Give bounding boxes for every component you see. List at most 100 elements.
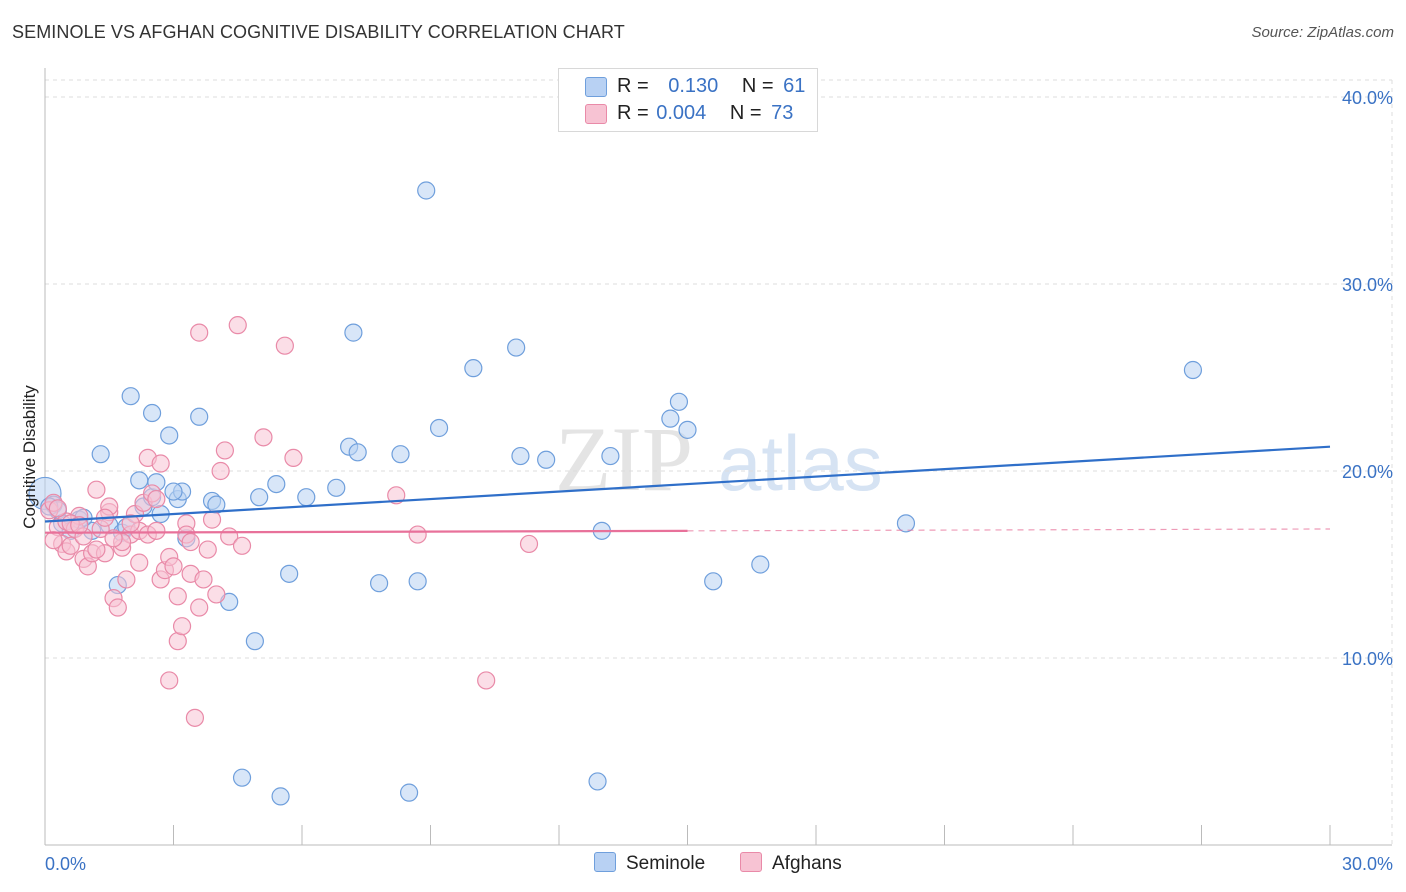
seminole-point (267, 474, 286, 494)
afghans-trend-line-extension (687, 528, 1331, 532)
seminole-n-label: N = (741, 75, 774, 97)
afghans-point (215, 441, 234, 460)
correlation-legend: R = 0.130 N = 61 R = 0.004 N = 73 (558, 68, 818, 132)
afghans-point (408, 525, 427, 544)
x-tick-label: 30.0% (1342, 854, 1393, 874)
seminole-point (588, 772, 607, 791)
trend-lines (44, 445, 1331, 534)
afghans-point (181, 532, 200, 552)
afghans-point (147, 489, 166, 509)
afghans-point (104, 529, 123, 548)
afghans-n-label: N = (729, 102, 762, 124)
afghans-point (232, 536, 252, 555)
seminole-legend-label: Seminole (626, 853, 706, 874)
afghans-point (130, 553, 149, 572)
bottom-legend-afghans: Afghans (740, 852, 842, 875)
chart-title: SEMINOLE VS AFGHAN COGNITIVE DISABILITY … (12, 22, 625, 42)
seminole-point (370, 574, 389, 593)
seminole-point (164, 482, 183, 501)
afghans-point (172, 617, 192, 636)
y-axis-title: Cognitive Disability (20, 385, 39, 529)
afghans-point (202, 510, 222, 529)
afghans-point (151, 454, 170, 473)
afghans-point (190, 323, 209, 342)
seminole-point (511, 446, 530, 466)
y-tick-label: 40.0% (1342, 88, 1393, 108)
afghans-r-label: R = (617, 102, 649, 124)
afghans-point (87, 540, 106, 559)
seminole-point (232, 768, 252, 787)
afghans-point (519, 534, 539, 554)
afghans-swatch (585, 104, 607, 124)
afghans-point (108, 598, 127, 617)
seminole-point (704, 572, 723, 591)
afghans-point (164, 557, 183, 576)
y-tick-label: 30.0% (1342, 275, 1393, 295)
afghans-point (87, 480, 106, 499)
seminole-point (896, 514, 916, 533)
seminole-r-label: R = (617, 75, 649, 97)
seminole-point (464, 359, 483, 378)
tick-labels: 10.0% 20.0% 30.0% 40.0% 0.0% 30.0% (45, 88, 1393, 874)
seminole-point (678, 420, 697, 439)
seminole-point (344, 323, 363, 342)
seminole-point (1183, 360, 1203, 380)
axes (44, 68, 1392, 846)
y-tick-label: 20.0% (1342, 462, 1393, 482)
seminole-point (391, 445, 410, 464)
afghans-point (254, 428, 273, 447)
afghans-legend-swatch (740, 852, 762, 872)
seminole-point (751, 555, 770, 574)
seminole-point (280, 564, 299, 583)
afghans-n-value: 73 (771, 102, 794, 124)
seminole-point (507, 338, 526, 357)
afghans-point (284, 448, 303, 468)
bottom-legend-seminole: Seminole (594, 852, 705, 875)
afghans-point (275, 336, 294, 355)
afghans-trend-line (44, 529, 688, 534)
seminole-point (661, 409, 680, 428)
seminole-point (297, 488, 316, 507)
afghans-point (185, 708, 205, 727)
seminole-swatch (585, 77, 607, 97)
afghans-point (70, 516, 89, 535)
seminole-legend-swatch (594, 852, 616, 872)
seminole-point (91, 445, 110, 464)
afghans-point (228, 316, 247, 335)
afghans-point (198, 540, 217, 559)
afghans-point (44, 531, 63, 550)
afghans-point (207, 585, 226, 604)
seminole-point (327, 478, 346, 497)
afghans-point (211, 461, 230, 481)
seminole-point (417, 181, 436, 200)
seminole-point (429, 418, 449, 438)
afghans-point (387, 486, 406, 505)
seminole-n-value: 61 (783, 75, 806, 97)
afghans-point (160, 671, 179, 690)
afghans-point (168, 632, 187, 651)
afghans-point (147, 521, 166, 540)
afghans-point (477, 671, 496, 690)
seminole-point (245, 632, 264, 651)
seminole-point (399, 783, 419, 802)
seminole-point (142, 403, 162, 423)
seminole-point (121, 387, 140, 406)
seminole-point (601, 446, 620, 466)
seminole-point (160, 426, 179, 445)
afghans-point (48, 499, 67, 518)
seminole-point (130, 471, 149, 490)
afghans-legend-label: Afghans (772, 853, 842, 874)
afghans-point (117, 570, 136, 589)
seminole-point (348, 443, 367, 462)
seminole-point (537, 450, 556, 469)
seminole-point (408, 572, 427, 591)
x-tick-label: 0.0% (45, 854, 86, 874)
seminole-point (271, 787, 290, 806)
afghans-point (190, 598, 209, 617)
seminole-point (250, 488, 269, 507)
afghans-point (194, 570, 213, 589)
afghans-point (168, 587, 187, 606)
source-note: Source: ZipAtlas.com (1251, 24, 1394, 41)
seminole-point (190, 407, 209, 426)
